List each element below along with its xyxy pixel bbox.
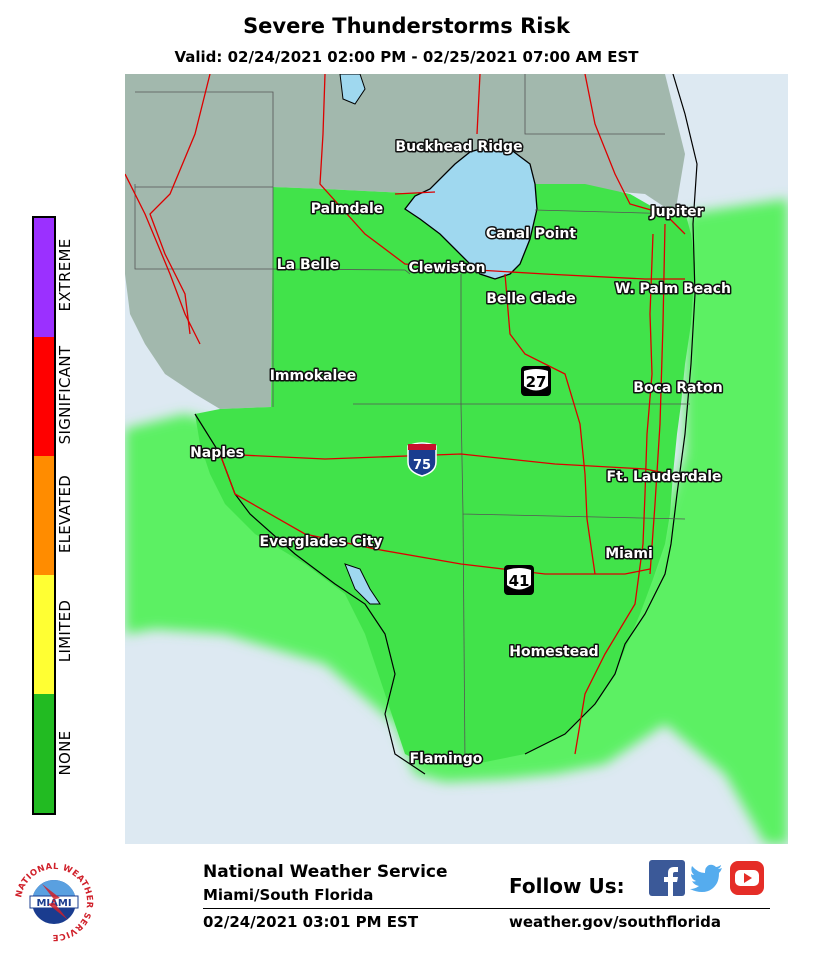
issued-time: 02/24/2021 03:01 PM EST	[203, 913, 419, 931]
legend-swatch-none	[34, 694, 54, 813]
city-label: Naples	[190, 445, 244, 461]
us41-label: 41	[509, 572, 530, 590]
valid-period: Valid: 02/24/2021 02:00 PM - 02/25/2021 …	[174, 48, 639, 66]
small-lake	[339, 74, 366, 105]
legend-swatch-elevated	[34, 456, 54, 575]
offshore-risk-area	[125, 199, 788, 844]
i75-label: 75	[413, 458, 431, 473]
city-label: Everglades City	[260, 534, 383, 550]
coastal-bay	[344, 563, 381, 605]
facebook-icon[interactable]	[649, 860, 685, 896]
website-link[interactable]: weather.gov/southflorida	[509, 913, 722, 931]
city-label: Homestead	[509, 644, 598, 660]
us27-label: 27	[526, 373, 547, 391]
city-label: Ft. Lauderdale	[607, 469, 722, 485]
youtube-icon[interactable]	[729, 860, 765, 896]
legend-label-extreme: EXTREME	[56, 238, 74, 312]
map-title: Severe Thunderstorms Risk	[243, 14, 570, 38]
county-lines	[134, 74, 690, 765]
twitter-icon[interactable]	[688, 860, 724, 896]
us41-shield: 41	[504, 565, 534, 595]
city-label: Jupiter	[649, 204, 703, 220]
city-label: Belle Glade	[486, 291, 575, 307]
city-label: Flamingo	[410, 751, 483, 767]
city-label: W. Palm Beach	[615, 281, 731, 297]
road-network	[125, 74, 686, 755]
risk-map: 75 27 41 Buckhead Ridge Palmdale Jupiter…	[125, 74, 788, 844]
city-label: La Belle	[277, 257, 340, 273]
legend-swatch-limited	[34, 575, 54, 694]
legend-label-none: NONE	[56, 730, 74, 776]
city-label: Buckhead Ridge	[395, 139, 522, 155]
outside-area	[125, 74, 685, 409]
legend-swatch-extreme	[34, 218, 54, 337]
footer-divider	[203, 908, 770, 909]
follow-us-label: Follow Us:	[509, 874, 625, 898]
legend-label-significant: SIGNIFICANT	[56, 345, 74, 445]
city-label: Boca Raton	[633, 380, 722, 396]
city-label: Clewiston	[409, 260, 486, 276]
legend-label-elevated: ELEVATED	[56, 474, 74, 554]
legend-label-limited: LIMITED	[56, 599, 74, 663]
agency-name: National Weather Service	[203, 862, 448, 882]
lake-okeechobee	[404, 145, 538, 280]
nws-logo: NATIONAL WEATHER SERVICE MIAMI	[14, 862, 93, 942]
city-label: Canal Point	[486, 226, 576, 242]
risk-legend	[32, 216, 56, 815]
interstate-75-shield: 75	[407, 442, 437, 477]
city-label: Immokalee	[270, 368, 357, 384]
us27-shield: 27	[521, 366, 551, 396]
city-label: Palmdale	[311, 201, 383, 217]
land-risk-area	[195, 184, 695, 764]
city-label: Miami	[605, 546, 653, 562]
office-name: Miami/South Florida	[203, 886, 374, 904]
legend-swatch-significant	[34, 337, 54, 456]
